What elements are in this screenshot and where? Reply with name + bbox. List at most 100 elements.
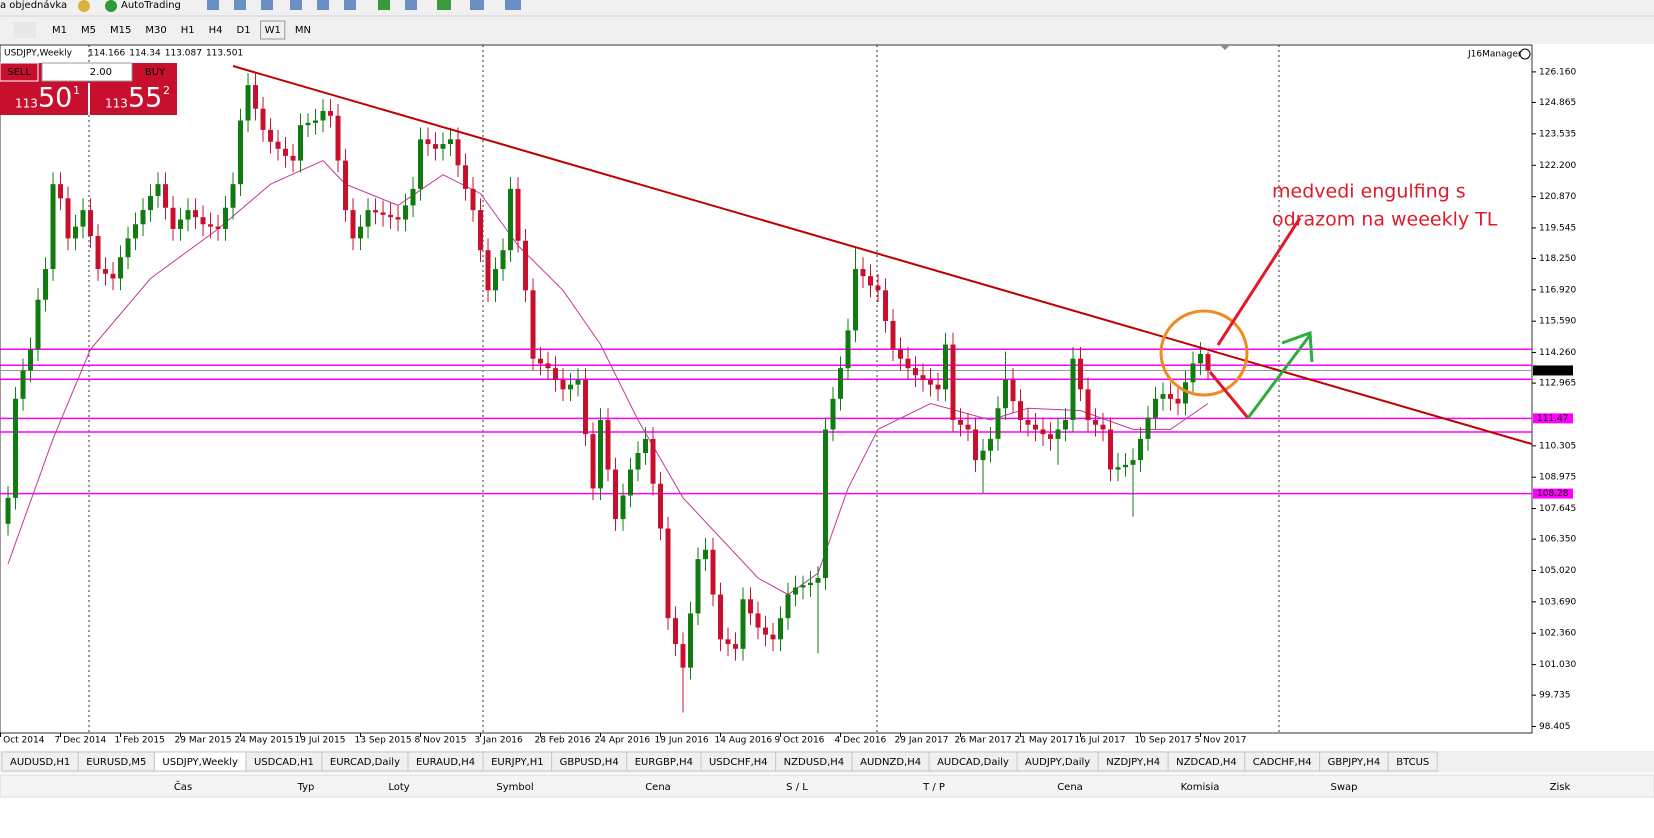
lots-value[interactable]: 2.00 [90, 67, 112, 78]
candle-body [1108, 429, 1114, 470]
tab-label[interactable]: NZDUSD,H4 [784, 757, 844, 768]
candle-body [1123, 464, 1129, 468]
expert-close[interactable] [1519, 48, 1531, 60]
buy-label[interactable]: BUY [145, 67, 166, 78]
timeframe-button[interactable]: M15 [110, 25, 131, 36]
column-header[interactable]: Symbol [496, 782, 533, 793]
candle-body [118, 257, 124, 279]
tab[interactable] [1387, 751, 1438, 772]
tab-label[interactable]: EURCAD,Daily [330, 757, 400, 768]
column-header[interactable]: Komisia [1181, 782, 1220, 793]
timeframe-button[interactable]: M30 [145, 25, 166, 36]
bid-point[interactable]: 1 [73, 84, 80, 97]
column-header[interactable]: Čas [174, 780, 192, 793]
timeframe-button[interactable]: H1 [181, 25, 195, 36]
tab-label[interactable]: USDCHF,H4 [709, 757, 768, 768]
lots-input[interactable] [41, 62, 133, 82]
tab-label[interactable]: AUDNZD,H4 [860, 757, 921, 768]
timeframe-active [260, 20, 286, 40]
candle-body [208, 224, 214, 227]
tab-label[interactable]: NZDCAD,H4 [1176, 757, 1237, 768]
autotrading-icon[interactable] [105, 0, 117, 12]
tab-label[interactable]: AUDCAD,Daily [937, 757, 1009, 768]
timeframe-bar: M1 M5 M15 M30 H1 H4 D1 W1 MN [52, 20, 311, 40]
column-header[interactable]: T / P [922, 782, 945, 793]
x-tick-label: 2 Oct 2014 [0, 736, 45, 746]
candle-body [58, 184, 64, 199]
candle-body [748, 599, 754, 614]
candle-body [733, 644, 739, 649]
candle-body [973, 429, 979, 461]
tab-label[interactable]: EURJPY,H1 [491, 757, 544, 768]
candle-body [65, 198, 71, 239]
ask-point[interactable]: 2 [163, 84, 170, 97]
ask-big[interactable]: 113 [105, 97, 128, 111]
candle-body [13, 398, 19, 498]
candle-body [485, 250, 491, 291]
candle-body [425, 139, 431, 145]
tab-label[interactable]: BTCUS [1396, 757, 1429, 768]
expert-icon[interactable] [78, 0, 90, 12]
candle-body [710, 549, 716, 595]
candle-body [898, 349, 904, 359]
tab-label[interactable]: EURAUD,H4 [416, 757, 475, 768]
bid-big[interactable]: 113 [15, 97, 38, 111]
column-header[interactable]: Typ [297, 782, 315, 793]
column-header[interactable]: Loty [388, 782, 409, 793]
candle-body [103, 269, 109, 274]
timeframe-button[interactable]: MN [295, 25, 311, 36]
sell-button[interactable] [0, 62, 39, 82]
tab-label[interactable]: GBPUSD,H4 [560, 757, 619, 768]
tab-label[interactable]: USDJPY,Weekly [162, 757, 238, 768]
tab-label[interactable]: NZDJPY,H4 [1106, 757, 1160, 768]
new-order-label[interactable]: a objednávka [0, 0, 67, 11]
y-tick-label: 102.360 [1539, 629, 1576, 639]
autotrading-button[interactable]: AutoTrading [121, 0, 181, 11]
candle-body [170, 207, 176, 229]
candle-body [928, 379, 934, 385]
tab-label[interactable]: EURGBP,H4 [635, 757, 693, 768]
column-header[interactable]: Swap [1330, 782, 1357, 793]
tab-label[interactable]: AUDUSD,H1 [10, 757, 70, 768]
candle-body [493, 269, 499, 291]
column-header[interactable]: Zisk [1550, 782, 1571, 793]
candle-body [1205, 353, 1211, 371]
quote-value: 113.087 [165, 49, 202, 59]
tab-label[interactable]: GBPJPY,H4 [1328, 757, 1381, 768]
level-label-bg [1533, 413, 1573, 424]
sell-label[interactable]: SELL [7, 67, 31, 78]
timeframe-button[interactable]: D1 [237, 25, 251, 36]
candle-body [163, 184, 169, 208]
candle-body [598, 420, 604, 489]
candle-body [755, 613, 761, 628]
bid-pips[interactable]: 50 [38, 83, 72, 114]
cursor-tool[interactable] [14, 22, 36, 38]
tab-label[interactable]: USDCAD,H1 [254, 757, 314, 768]
candle-body [808, 582, 814, 586]
terminal-columns: Čas Typ Loty Symbol Cena S / L T / P Cena Komisi… [174, 780, 1571, 793]
ask-pips[interactable]: 55 [128, 83, 162, 114]
candle-body [770, 634, 776, 640]
candle-body [913, 368, 919, 376]
column-header[interactable]: Cena [645, 782, 671, 793]
column-header[interactable]: Cena [1057, 782, 1083, 793]
y-tick-label: 99.735 [1539, 691, 1571, 701]
tab-label[interactable]: CADCHF,H4 [1253, 757, 1312, 768]
toolbar [0, 0, 1654, 44]
tab-label[interactable]: AUDJPY,Daily [1025, 757, 1090, 768]
bearish-arrow [1208, 217, 1302, 419]
candle-body [1183, 382, 1189, 404]
candle-body [238, 120, 244, 185]
timeframe-button[interactable]: M5 [81, 25, 96, 36]
candle-body [1130, 460, 1136, 465]
chart-quote: 114.166 114.34 113.087 113.501 [88, 49, 243, 59]
tab-label[interactable]: EURUSD,M5 [86, 757, 146, 768]
column-header[interactable]: S / L [786, 782, 808, 793]
timeframe-button[interactable]: W1 [265, 25, 281, 36]
timeframe-button[interactable]: H4 [209, 25, 223, 36]
timeframe-button[interactable]: M1 [52, 25, 67, 36]
candle-body [875, 285, 881, 291]
candle-body [605, 420, 611, 470]
candle-body [275, 141, 281, 149]
